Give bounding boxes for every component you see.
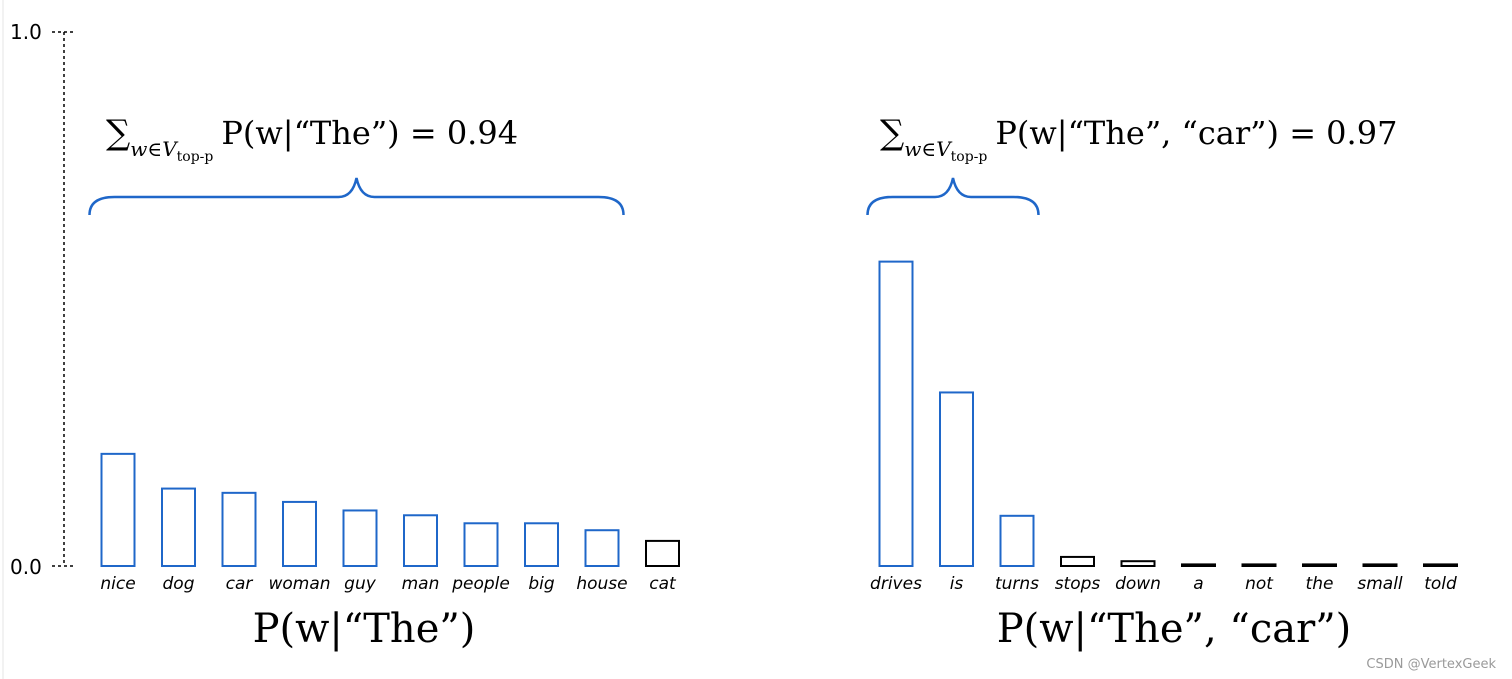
bar-told: [1423, 563, 1458, 568]
category-label-cat: cat: [649, 574, 677, 594]
bar-a: [1181, 563, 1216, 568]
bar-small: [1362, 563, 1398, 568]
category-label-not: not: [1245, 574, 1274, 594]
sum-expr-left: P(w|“The”) = 0.94: [221, 114, 518, 152]
watermark: CSDN @VertexGeek: [1366, 657, 1496, 672]
sum-symbol-left: ∑: [106, 113, 130, 153]
bar-turns: [999, 514, 1035, 568]
sum-subsub-right: top-p: [951, 149, 988, 165]
category-label-drives: drives: [870, 574, 922, 594]
y-axis: 1.0 0.0: [10, 20, 76, 579]
bar-dog: [161, 487, 196, 568]
category-label-the: the: [1306, 574, 1334, 594]
category-labels-right: drives is turns stops down a not the small told: [870, 574, 1457, 594]
brace-right: [866, 177, 1040, 216]
brace-left: [88, 177, 625, 216]
bar-down: [1120, 560, 1156, 567]
bar-cat: [645, 539, 680, 567]
bar-woman: [282, 500, 317, 568]
category-label-car: car: [226, 574, 254, 594]
x-label-left: P(w|“The”): [253, 606, 476, 652]
category-label-is: is: [950, 574, 964, 594]
bar-man: [403, 514, 438, 568]
bar-stops: [1060, 555, 1095, 567]
x-label-right: P(w|“The”, “car”): [997, 606, 1352, 652]
sum-sub-left: w∈V: [130, 137, 179, 161]
sum-sub-right: w∈V: [904, 137, 953, 161]
bar-guy: [342, 509, 378, 567]
category-label-small: small: [1357, 574, 1403, 594]
sum-subsub-left: top-p: [177, 149, 214, 165]
bars-left: [100, 452, 680, 568]
bars-right: [878, 260, 1458, 568]
category-label-dog: dog: [163, 574, 195, 594]
y-tick-label-top: 1.0: [10, 20, 42, 44]
category-label-turns: turns: [995, 574, 1039, 594]
bar-big: [524, 522, 559, 568]
category-label-down: down: [1115, 574, 1161, 594]
category-label-man: man: [402, 574, 440, 594]
category-label-house: house: [576, 574, 627, 594]
bar-is: [939, 391, 974, 568]
bar-car: [221, 491, 257, 568]
category-label-a: a: [1193, 574, 1203, 594]
brace-label-left: ∑w∈Vtop-p P(w|“The”) = 0.94: [106, 113, 518, 165]
sum-symbol-right: ∑: [880, 113, 904, 153]
bar-the: [1302, 563, 1337, 568]
category-label-people: people: [451, 574, 510, 594]
category-label-big: big: [528, 574, 555, 594]
category-label-woman: woman: [268, 574, 330, 594]
bar-nice: [100, 452, 136, 567]
bar-drives: [878, 260, 914, 567]
category-label-stops: stops: [1055, 574, 1101, 594]
category-label-nice: nice: [100, 574, 135, 594]
category-label-guy: guy: [344, 574, 377, 594]
bar-people: [463, 522, 499, 568]
brace-label-right: ∑w∈Vtop-p P(w|“The”, “car”) = 0.97: [880, 113, 1397, 165]
y-tick-label-bottom: 0.0: [10, 555, 42, 579]
category-label-told: told: [1424, 574, 1457, 594]
bar-house: [584, 529, 620, 567]
sum-expr-right: P(w|“The”, “car”) = 0.97: [995, 114, 1397, 152]
category-labels-left: nice dog car woman guy man people big house cat: [100, 574, 677, 594]
bar-not: [1241, 563, 1277, 568]
